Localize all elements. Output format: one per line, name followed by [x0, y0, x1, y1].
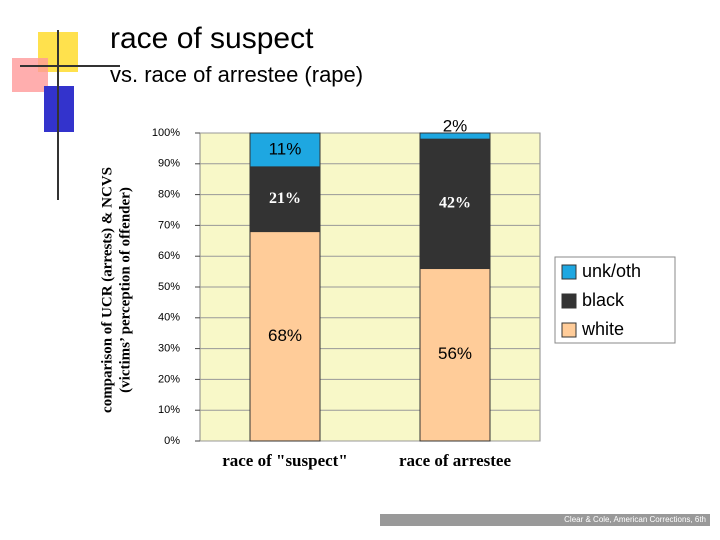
y-tick-label: 0% — [164, 435, 180, 447]
y-tick-label: 30% — [158, 343, 180, 355]
y-tick-label: 10% — [158, 404, 180, 416]
legend-label: black — [582, 290, 625, 310]
y-tick-label: 80% — [158, 189, 180, 201]
data-label: 21% — [269, 190, 301, 207]
y-tick-label: 90% — [158, 158, 180, 170]
legend-swatch — [561, 293, 577, 309]
deco-square — [12, 58, 48, 92]
legend-swatch — [561, 264, 577, 280]
y-tick-label: 20% — [158, 373, 180, 385]
y-tick-label: 60% — [158, 250, 180, 262]
y-tick-label: 40% — [158, 312, 180, 324]
legend-swatch — [561, 322, 577, 338]
y-tick-label: 50% — [158, 281, 180, 293]
bar-segment — [419, 138, 491, 270]
data-label: 11% — [269, 139, 302, 158]
data-label: 56% — [438, 344, 472, 363]
y-tick-label: 70% — [158, 219, 180, 231]
data-label: 42% — [439, 195, 471, 212]
footer-bar — [380, 514, 710, 526]
legend-label: white — [581, 319, 624, 339]
x-tick-label: race of arrestee — [399, 451, 511, 470]
legend-label: unk/oth — [582, 261, 641, 281]
bar-segment — [419, 268, 491, 442]
footer: Clear & Cole, American Corrections, 6th — [564, 515, 706, 524]
data-label: 2% — [443, 116, 468, 135]
x-tick-label: race of "suspect" — [222, 451, 348, 470]
bar-segment — [249, 166, 321, 233]
data-label: 68% — [268, 326, 302, 345]
title: race of suspect — [110, 22, 314, 55]
bar-segment — [249, 132, 321, 168]
y-axis-label: comparison of UCR (arrests) & NCVS — [99, 167, 115, 413]
subtitle: vs. race of arrestee (rape) — [110, 62, 363, 87]
bar-segment — [249, 231, 321, 442]
y-axis-label: (victims’ perception of offender) — [117, 187, 133, 393]
y-tick-label: 100% — [152, 127, 180, 139]
bar-segment — [419, 132, 491, 140]
